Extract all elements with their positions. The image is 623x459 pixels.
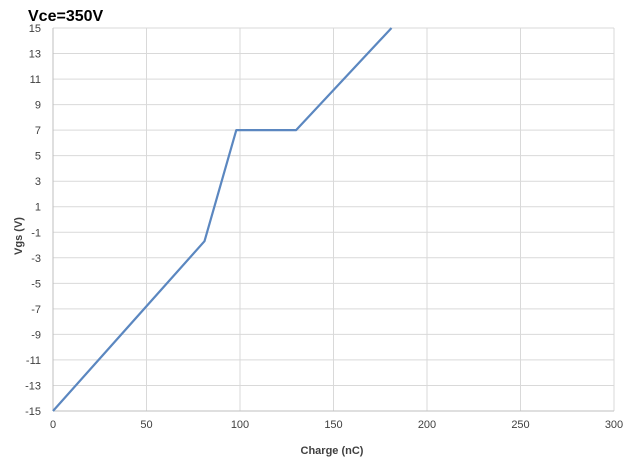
y-tick-label: -3 [31,253,41,265]
y-tick-label: 1 [35,202,41,214]
y-tick-label: -11 [26,355,41,367]
y-tick-label: -5 [31,278,41,290]
x-tick-label: 100 [231,419,249,431]
y-axis-label: Vgs (V) [13,217,25,255]
y-tick-label: 7 [35,125,41,137]
y-tick-label: -13 [25,380,41,392]
y-tick-label: -15 [25,406,41,418]
y-tick-label: 13 [29,49,41,61]
y-tick-label: 5 [35,151,41,163]
x-tick-label: 150 [324,419,342,431]
x-tick-label: 0 [50,419,56,431]
x-tick-label: 200 [418,419,436,431]
axis-lines [52,28,614,412]
x-tick-label: 300 [605,419,623,431]
y-tick-label: 3 [35,176,41,188]
x-axis-label: Charge (nC) [301,445,364,457]
y-tick-label: 15 [29,23,41,35]
chart-title: Vce=350V [28,8,104,25]
series-group [52,27,393,412]
x-tick-label: 250 [511,419,529,431]
y-tick-label: 9 [35,100,41,112]
gridlines [53,27,615,411]
y-tick-label: -1 [31,227,41,239]
y-tick-label: 11 [30,74,41,86]
y-tick-label: -7 [31,304,41,316]
x-tick-label: 50 [140,419,152,431]
series-line [52,27,393,412]
x-tick-labels: 0 50 100 150 200 250 300 [50,419,623,431]
y-tick-label: -9 [31,329,41,341]
